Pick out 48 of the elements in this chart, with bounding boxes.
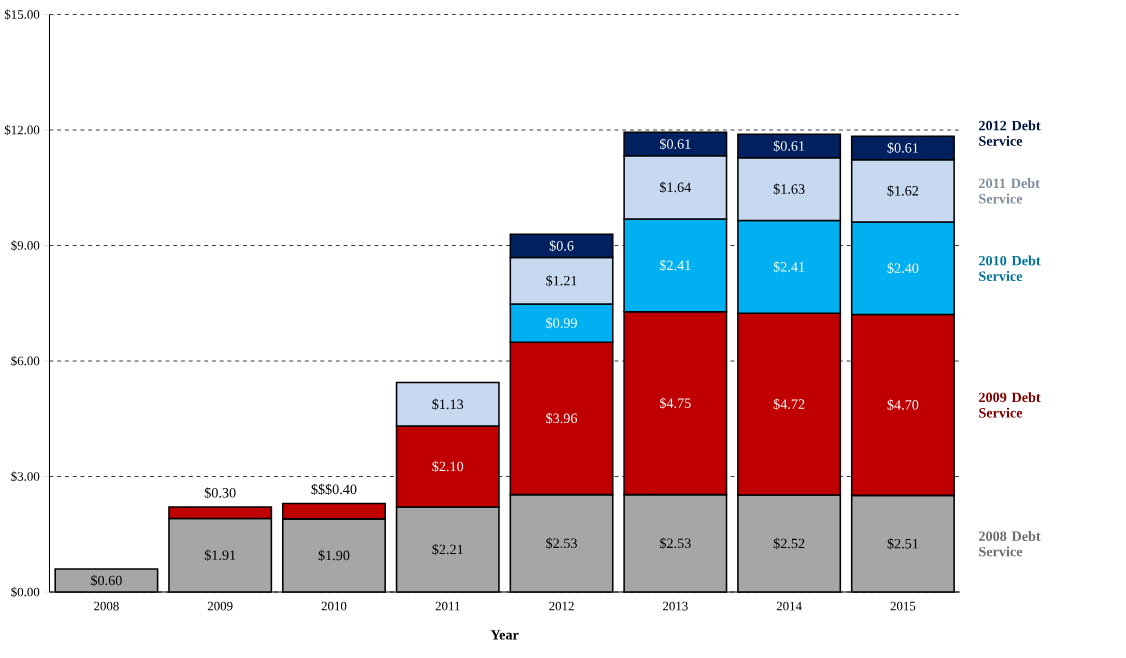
data-label: $1.91 xyxy=(204,549,236,562)
data-label: $2.21 xyxy=(432,543,463,556)
data-label: $2.52 xyxy=(773,537,805,550)
data-label: $1.62 xyxy=(887,185,919,197)
data-label: $1.13 xyxy=(432,398,464,411)
data-label: $0.61 xyxy=(659,138,691,150)
y-tick-label: $3.00 xyxy=(11,471,40,482)
data-label: $2.53 xyxy=(659,537,691,550)
data-label: $2.10 xyxy=(432,460,464,473)
y-tick-label: $12.00 xyxy=(4,124,40,136)
series-label: 2011 Debt Service xyxy=(979,178,1040,204)
y-tick-label: $0.00 xyxy=(11,586,40,598)
data-label: $0.60 xyxy=(91,574,122,587)
x-tick-label: 2008 xyxy=(94,601,119,611)
series-label: 2012 Debt Service xyxy=(979,120,1041,146)
data-label: $0.30 xyxy=(204,487,236,499)
data-label: $1.64 xyxy=(659,181,692,194)
data-label: $2.41 xyxy=(659,259,691,272)
data-label: $4.72 xyxy=(773,398,805,410)
x-tick-label: 2010 xyxy=(321,601,347,611)
series-label: 2008 Debt Service xyxy=(979,531,1041,557)
x-tick-label: 2011 xyxy=(435,601,460,611)
series-label: 2010 Debt Service xyxy=(979,255,1041,282)
data-label: $0.6 xyxy=(549,240,574,252)
data-label: $0.61 xyxy=(773,140,805,152)
data-label: $1.63 xyxy=(773,183,805,195)
data-label: $2.51 xyxy=(887,538,919,550)
x-tick-label: 2013 xyxy=(663,601,688,611)
data-label: $2.40 xyxy=(887,262,919,274)
y-tick-label: $6.00 xyxy=(11,355,40,367)
x-tick-label: 2009 xyxy=(207,601,233,611)
data-label: $$$0.40 xyxy=(311,483,357,496)
data-label: $0.61 xyxy=(887,142,919,154)
data-label: $0.99 xyxy=(546,317,577,329)
data-label: $4.70 xyxy=(887,399,919,411)
data-label: $3.96 xyxy=(546,412,578,425)
y-tick-label: $9.00 xyxy=(11,240,40,251)
data-label: $1.21 xyxy=(546,275,577,287)
data-label: $4.75 xyxy=(659,397,691,409)
y-tick-label: $15.00 xyxy=(4,9,40,20)
x-tick-label: 2012 xyxy=(549,601,574,611)
series-label: 2009 Debt Service xyxy=(979,392,1041,418)
x-tick-label: 2014 xyxy=(776,601,802,611)
x-axis-title: Year xyxy=(490,630,519,640)
x-tick-label: 2015 xyxy=(890,601,916,611)
data-label: $2.41 xyxy=(773,261,805,273)
data-label: $1.90 xyxy=(318,549,350,562)
data-label: $2.53 xyxy=(546,537,577,550)
